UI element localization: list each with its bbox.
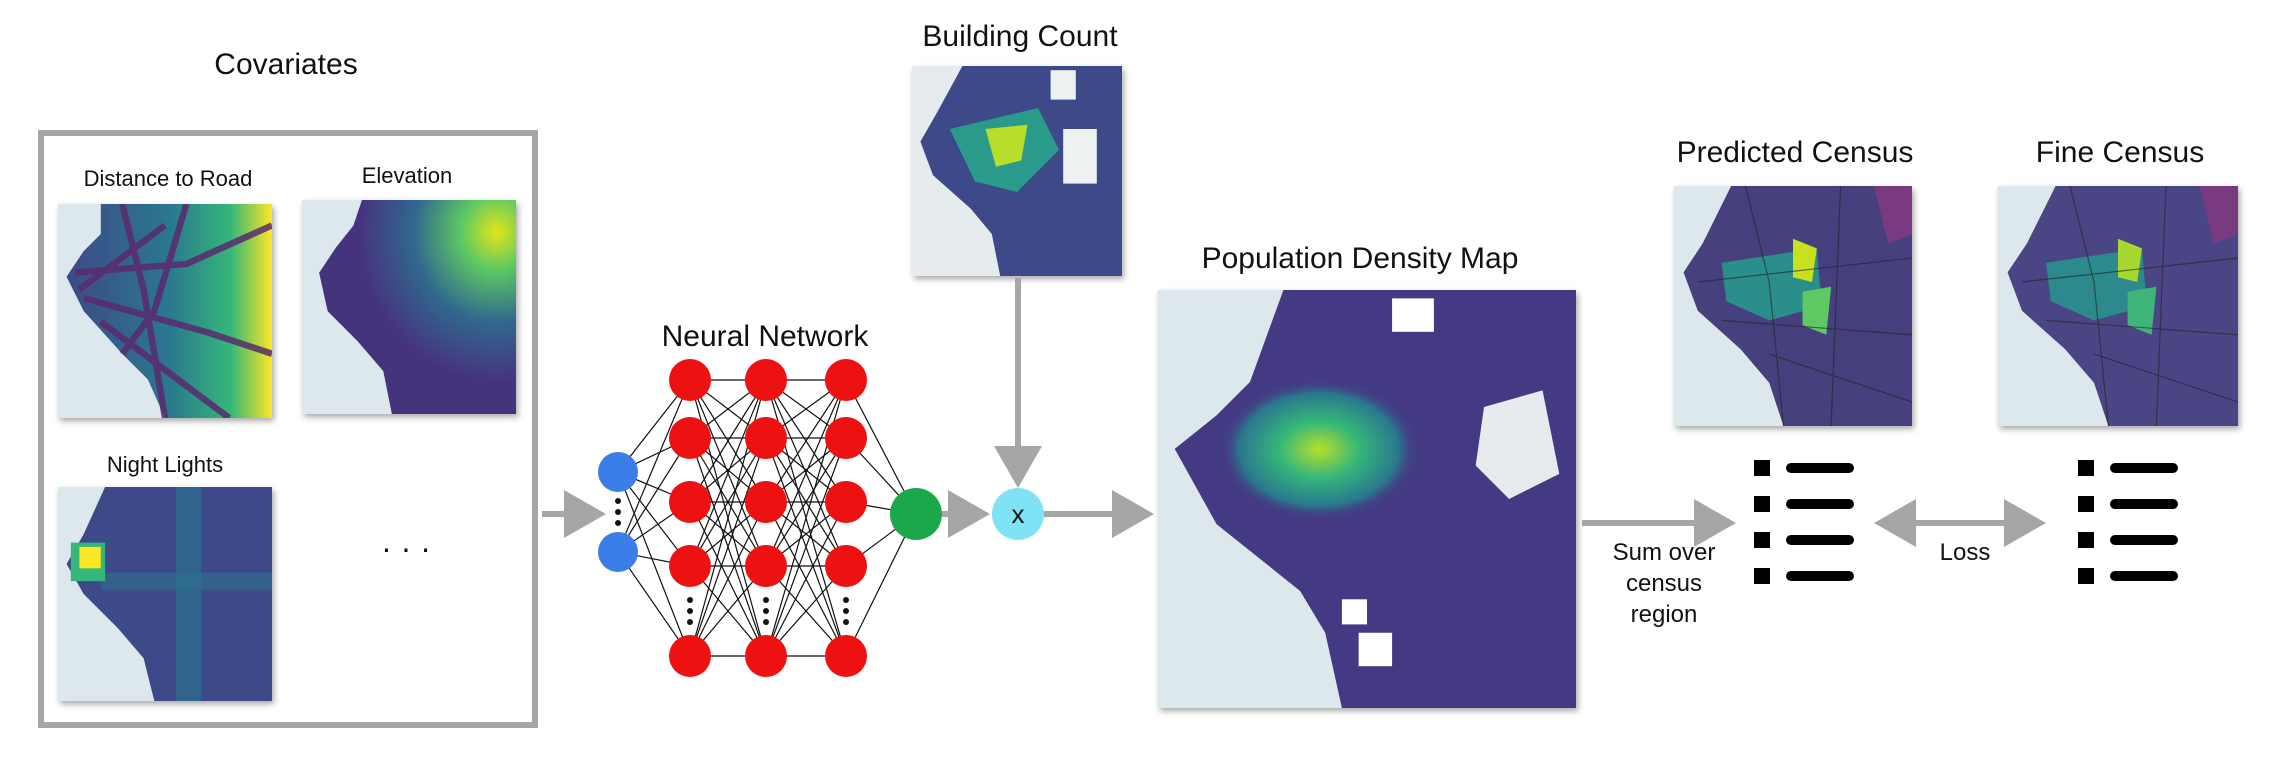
nn-edge [689,437,767,567]
nn-edge [845,513,917,657]
nn-ellipsis-dot [615,498,621,504]
nn-ellipsis-dot [763,597,769,603]
neural-network-title: Neural Network [661,320,869,353]
more-covariates-ellipsis: · · · [381,530,431,566]
distance-to-road-map [58,204,272,418]
elevation-map [302,200,516,414]
sum-over-census-region-label: Sum over census region [1612,539,1716,628]
nn-ellipsis-dot [615,509,621,515]
loss-label: Loss [1939,539,1991,566]
nn-hidden-node [745,481,787,523]
nn-ellipsis-dot [687,597,693,603]
nn-edge [765,501,847,657]
multiply-symbol: x [1012,499,1025,529]
nn-ellipsis-dot [687,619,693,625]
nn-edge [689,379,767,503]
nn-ellipsis-dot [843,597,849,603]
nn-hidden-node [669,635,711,677]
nn-hidden-node [669,481,711,523]
nn-edge [765,437,847,567]
nn-ellipsis-dot [615,520,621,526]
nn-edge [765,379,847,567]
nn-edge [617,471,691,657]
nn-hidden-node [745,417,787,459]
nn-edge [689,379,767,567]
nn-edge [617,379,691,553]
night-lights-label: Night Lights [106,452,224,477]
population-density-title: Population Density Map [1201,242,1519,275]
elevation-label: Elevation [361,163,453,188]
nn-edge [765,379,847,503]
nn-hidden-node [745,635,787,677]
nn-hidden-node [669,417,711,459]
population-density-map [1158,290,1576,708]
nn-input-node [598,452,638,492]
nn-input-node [598,532,638,572]
night-lights-map [58,487,272,701]
nn-ellipsis-dot [687,608,693,614]
nn-edge [689,437,767,657]
nn-hidden-node [825,359,867,401]
covariates-box [38,130,538,728]
nn-hidden-node [825,635,867,677]
nn-edge [765,437,847,657]
neural-network-nodes [598,359,942,677]
nn-hidden-node [669,359,711,401]
building-count-title: Building Count [922,20,1118,53]
distance-to-road-label: Distance to Road [83,166,253,191]
nn-ellipsis-dot [843,619,849,625]
nn-hidden-node [745,359,787,401]
multiply-node [992,488,1044,540]
nn-hidden-node [669,545,711,587]
nn-edge [617,437,691,553]
nn-edge [617,551,691,657]
fine-census-list-icon [2078,460,2178,584]
nn-ellipsis-dot [843,608,849,614]
nn-hidden-node [825,417,867,459]
building-count-map [912,66,1122,276]
nn-hidden-node [825,481,867,523]
nn-ellipsis-dot [763,619,769,625]
nn-hidden-node [745,545,787,587]
nn-output-node [890,488,942,540]
nn-edge [689,501,767,657]
predicted-census-map [1674,186,1912,426]
predicted-census-list-icon [1754,460,1854,584]
fine-census-title: Fine Census [2035,136,2205,169]
predicted-census-title: Predicted Census [1676,136,1914,169]
nn-hidden-node [825,545,867,587]
fine-census-map [1998,186,2238,426]
covariates-title: Covariates [214,48,358,81]
nn-ellipsis-dot [763,608,769,614]
